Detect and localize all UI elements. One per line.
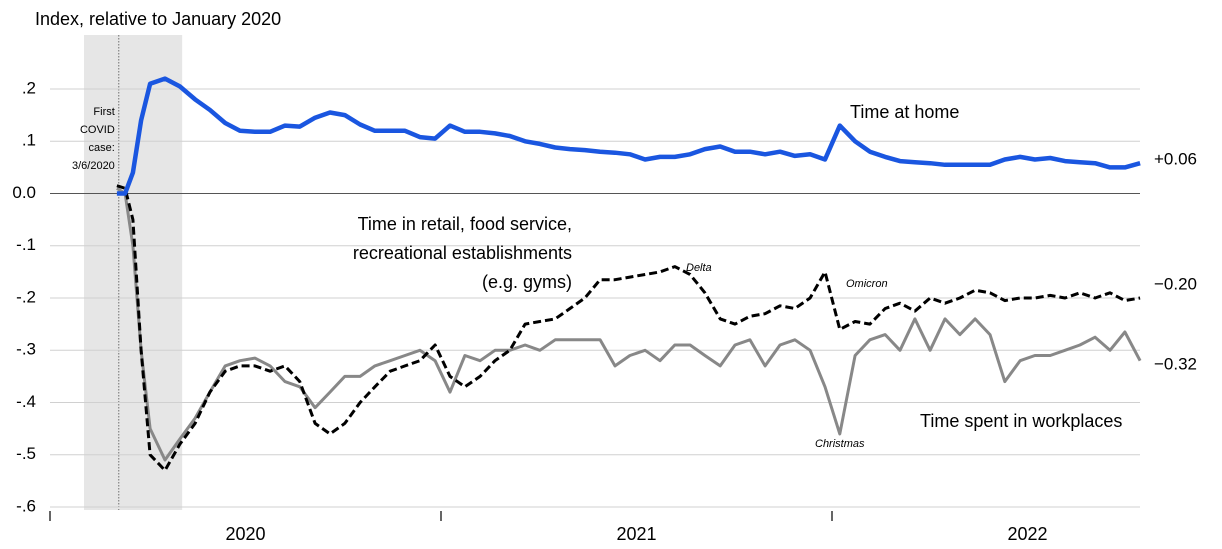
series-label: Time spent in workplaces — [920, 411, 1122, 431]
first-case-note: COVID — [80, 124, 115, 136]
shaded-period — [84, 35, 183, 510]
series-line — [116, 76, 1141, 196]
series-label: recreational establishments — [353, 243, 572, 263]
y-tick-label: -.2 — [16, 287, 36, 306]
series-line — [116, 187, 1142, 462]
y-tick-label: 0.0 — [12, 183, 36, 202]
series-label: (e.g. gyms) — [482, 272, 572, 292]
chart-title: Index, relative to January 2020 — [35, 9, 281, 29]
event-annotation: Christmas — [815, 438, 865, 450]
y-tick-label: -.4 — [16, 392, 36, 411]
end-label: +0.06 — [1154, 149, 1197, 168]
series-line — [116, 184, 1141, 472]
y-tick-label: -.6 — [16, 496, 36, 515]
series-label: Time at home — [850, 102, 959, 122]
series-label: Time in retail, food service, — [358, 214, 572, 234]
event-annotation: Omicron — [846, 278, 888, 290]
first-case-note: case: — [89, 142, 115, 154]
y-tick-label: -.1 — [16, 235, 36, 254]
x-tick-label: 2020 — [225, 524, 265, 544]
y-tick-label: -.3 — [16, 340, 36, 359]
first-case-note: 3/6/2020 — [72, 160, 115, 172]
x-tick-label: 2022 — [1007, 524, 1047, 544]
first-case-note: First — [93, 106, 114, 118]
end-label: −0.20 — [1154, 274, 1197, 293]
x-tick-label: 2021 — [616, 524, 656, 544]
event-annotation: Delta — [686, 262, 712, 274]
y-tick-label: .1 — [22, 131, 36, 150]
y-tick-label: -.5 — [16, 444, 36, 463]
y-tick-label: .2 — [22, 78, 36, 97]
end-label: −0.32 — [1154, 354, 1197, 373]
